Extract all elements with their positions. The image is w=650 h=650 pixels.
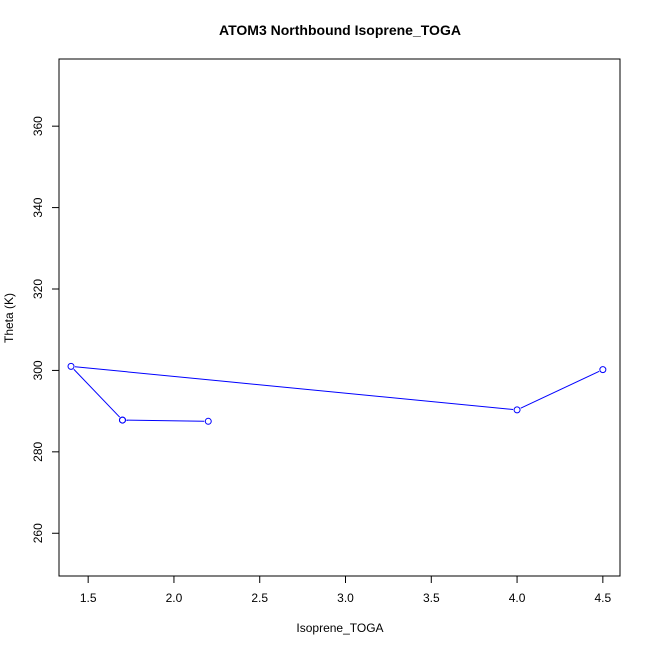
x-axis: 1.5 2.0 2.5 3.0 3.5 4.0 4.5 [80,575,612,605]
y-tick-label: 320 [31,279,45,299]
y-tick-label: 360 [31,116,45,136]
series-segment [520,370,600,409]
x-tick-label: 3.0 [337,591,354,605]
series-segment [74,366,514,411]
x-tick-label: 4.0 [509,591,526,605]
data-point [513,406,521,414]
y-tick-label: 260 [31,523,45,543]
series-layer [67,362,607,425]
x-tick-label: 4.5 [595,591,612,605]
data-point [118,416,126,424]
y-tick-label: 300 [31,360,45,380]
data-point [599,366,607,374]
x-tick-label: 3.5 [423,591,440,605]
data-point [204,417,212,425]
plot-frame [58,58,621,577]
x-tick-label: 1.5 [80,591,97,605]
x-tick-label: 2.5 [251,591,268,605]
data-point [67,362,75,370]
y-axis: 260 280 300 320 340 360 [31,116,60,543]
y-tick-label: 280 [31,442,45,462]
x-axis-label: Isoprene_TOGA [296,621,383,635]
y-axis-label: Theta (K) [2,293,16,343]
series-segment [73,368,121,418]
y-tick-label: 340 [31,197,45,217]
chart-title: ATOM3 Northbound Isoprene_TOGA [219,22,461,38]
x-tick-label: 2.0 [166,591,183,605]
series-segment [126,419,205,422]
